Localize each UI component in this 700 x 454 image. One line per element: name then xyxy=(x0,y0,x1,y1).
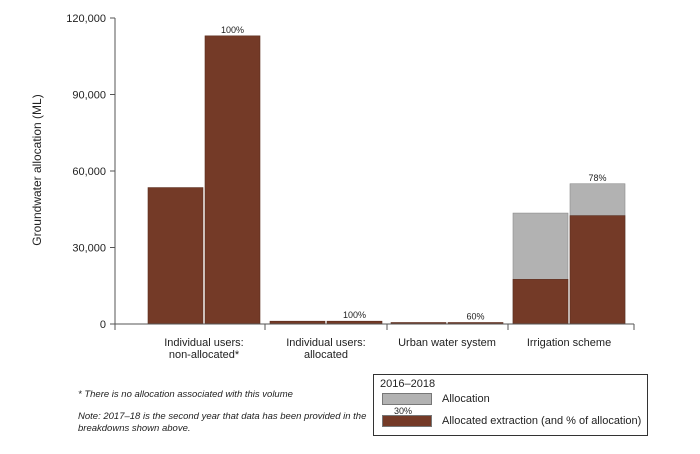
bar-data-label: 60% xyxy=(466,312,484,322)
legend-swatch-allocation xyxy=(382,393,432,405)
legend: 2016–2018 Allocation 30% Allocated extra… xyxy=(373,374,648,436)
bar-data-label: 100% xyxy=(343,310,366,320)
category-label: allocated xyxy=(304,349,348,361)
legend-item-extraction: Allocated extraction (and % of allocatio… xyxy=(382,415,641,427)
category-label: Irrigation scheme xyxy=(527,337,611,349)
bar-extraction xyxy=(147,187,204,325)
bar-extraction xyxy=(512,279,569,325)
y-tick-label: 120,000 xyxy=(66,13,106,25)
category-label: Individual users: xyxy=(286,337,366,349)
bar-data-label: 100% xyxy=(221,25,244,35)
y-axis-label: Groundwater allocation (ML) xyxy=(30,94,44,245)
legend-swatch-extraction xyxy=(382,415,432,427)
y-tick-label: 60,000 xyxy=(72,166,106,178)
legend-title: 2016–2018 xyxy=(380,378,436,390)
footnote-second-year: Note: 2017–18 is the second year that da… xyxy=(78,411,367,434)
bar-data-label: 78% xyxy=(588,173,606,183)
category-label: Individual users: xyxy=(164,337,244,349)
chart-notes: * There is no allocation associated with… xyxy=(78,389,368,445)
y-tick-label: 0 xyxy=(100,319,106,331)
bar-extraction xyxy=(569,215,626,325)
category-label: Urban water system xyxy=(398,337,496,349)
legend-label-extraction: Allocated extraction (and % of allocatio… xyxy=(442,415,642,427)
legend-item-allocation: Allocation xyxy=(382,393,490,405)
legend-pct-example: 30% xyxy=(394,406,413,416)
footnote-no-allocation: * There is no allocation associated with… xyxy=(78,389,293,400)
y-tick-label: 30,000 xyxy=(72,243,106,255)
legend-label-allocation: Allocation xyxy=(442,393,490,405)
category-label: non-allocated* xyxy=(169,349,240,361)
bar-extraction xyxy=(204,35,261,325)
y-tick-label: 90,000 xyxy=(72,90,106,102)
